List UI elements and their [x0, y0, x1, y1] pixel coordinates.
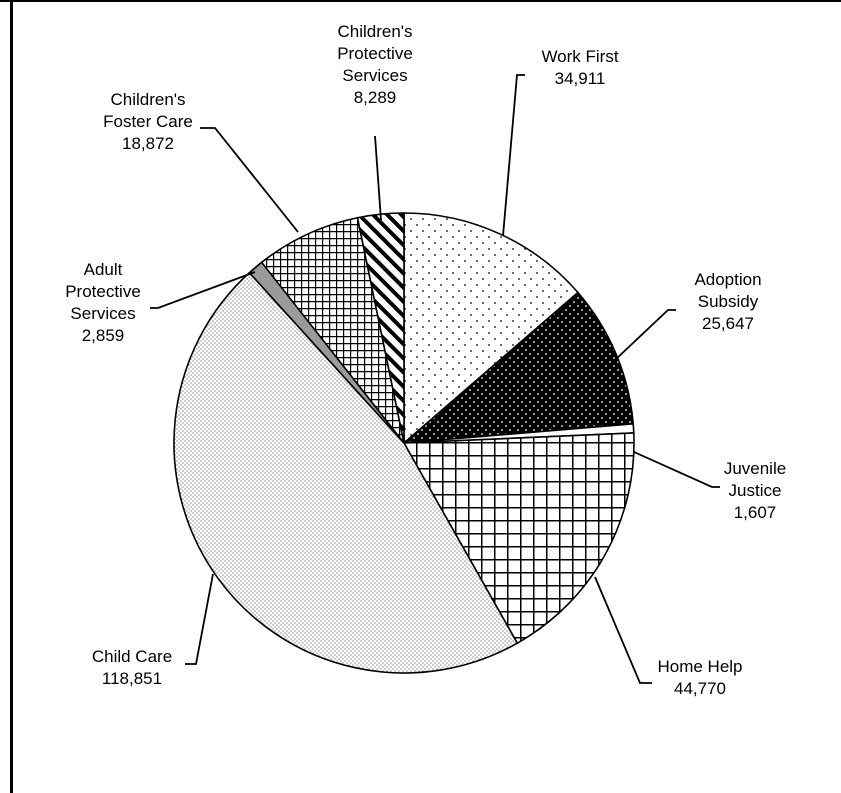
leader-line — [185, 573, 214, 665]
slice-label: Juvenile Justice 1,607 — [724, 459, 786, 522]
slice-label: Children's Foster Care 18,872 — [103, 90, 193, 153]
slice-label: Child Care 118,851 — [92, 647, 172, 688]
leader-line — [374, 135, 382, 221]
slice-label: Work First 34,911 — [541, 47, 618, 88]
slice-value: 1,607 — [734, 503, 777, 522]
slice-labels: Work First 34,911 Adoption Subsidy 25,647 Juv… — [65, 22, 786, 698]
slice-value: 8,289 — [354, 88, 397, 107]
slice-label: Adoption Subsidy 25,647 — [694, 270, 761, 333]
leader-line — [502, 74, 525, 237]
slice-label-line: Protective — [337, 44, 413, 63]
slice-value: 44,770 — [674, 679, 726, 698]
slice-label-line: Adoption — [694, 270, 761, 289]
slice-label-line: Work First — [541, 47, 618, 66]
chart-frame-left-border — [10, 0, 13, 793]
leader-line — [150, 271, 256, 309]
slice-label-line: Subsidy — [698, 292, 759, 311]
pie-slice-adoption-subsidy — [401, 291, 635, 445]
pie-slice-home-help — [402, 432, 635, 645]
slice-label: Home Help 44,770 — [657, 657, 742, 698]
chart-frame-top-border — [0, 0, 841, 2]
slice-label-line: Foster Care — [103, 112, 193, 131]
leader-line — [594, 576, 652, 684]
slice-label-line: Services — [342, 66, 407, 85]
slice-label-line: Home Help — [657, 657, 742, 676]
slice-label-line: Adult — [84, 260, 123, 279]
slice-label: Adult Protective Services 2,859 — [65, 260, 141, 345]
leader-line — [200, 127, 299, 233]
leader-line — [633, 451, 720, 488]
slice-label-line: Juvenile — [724, 459, 786, 478]
slice-value: 118,851 — [102, 669, 162, 688]
slice-value: 18,872 — [122, 134, 174, 153]
pie-slices — [173, 212, 635, 674]
slice-value: 25,647 — [702, 314, 754, 333]
slice-label-line: Protective — [65, 282, 141, 301]
slice-label-line: Justice — [729, 481, 782, 500]
leader-lines — [150, 74, 720, 684]
leader-line — [596, 309, 676, 378]
pie-slice-work-first — [403, 212, 580, 445]
slice-label-line: Children's — [337, 22, 412, 41]
slice-label-line: Services — [70, 304, 135, 323]
slice-value: 34,911 — [555, 69, 606, 88]
slice-label-line: Children's — [110, 90, 185, 109]
pie-slice-child-care — [173, 271, 519, 674]
slice-value: 2,859 — [82, 326, 125, 345]
slice-label: Children's Protective Services 8,289 — [337, 22, 413, 107]
slice-label-line: Child Care — [92, 647, 172, 666]
